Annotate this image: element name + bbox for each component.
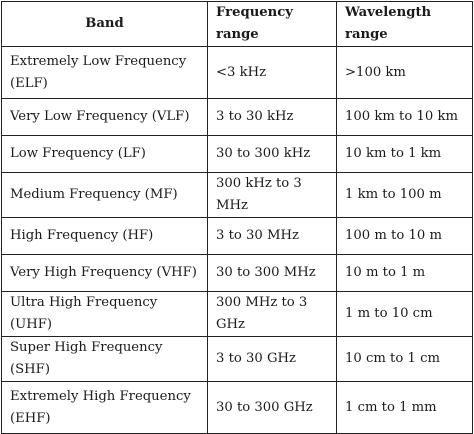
band-cell: High Frequency (HF) <box>1 217 208 255</box>
wavelength-cell: 10 cm to 1 cm <box>336 336 473 382</box>
table-row: Low Frequency (LF) 30 to 300 kHz 10 km t… <box>1 135 473 173</box>
band-cell: Low Frequency (LF) <box>1 135 208 173</box>
band-cell: Extremely High Frequency (EHF) <box>1 381 208 434</box>
table-row: Extremely High Frequency (EHF) 30 to 300… <box>1 381 473 434</box>
frequency-cell: 3 to 30 kHz <box>207 98 337 136</box>
band-cell: Very Low Frequency (VLF) <box>1 98 208 136</box>
wavelength-cell: 10 m to 1 m <box>336 254 473 292</box>
header-frequency-range: Frequency range <box>207 1 337 47</box>
table-row: Super High Frequency (SHF) 3 to 30 GHz 1… <box>1 336 473 382</box>
table-header: Band Frequency range Wavelength range <box>1 1 473 47</box>
frequency-cell: 30 to 300 kHz <box>207 135 337 173</box>
frequency-cell: 3 to 30 MHz <box>207 217 337 255</box>
table-body: Extremely Low Frequency (ELF) <3 kHz >10… <box>1 46 473 434</box>
band-cell: Super High Frequency (SHF) <box>1 336 208 382</box>
table-row: Very High Frequency (VHF) 30 to 300 MHz … <box>1 254 473 292</box>
wavelength-cell: >100 km <box>336 46 473 99</box>
frequency-cell: 30 to 300 MHz <box>207 254 337 292</box>
band-cell: Ultra High Frequency (UHF) <box>1 291 208 337</box>
band-cell: Medium Frequency (MF) <box>1 172 208 218</box>
band-cell: Extremely Low Frequency (ELF) <box>1 46 208 99</box>
frequency-cell: 30 to 300 GHz <box>207 381 337 434</box>
header-row: Band Frequency range Wavelength range <box>1 1 473 47</box>
frequency-cell: <3 kHz <box>207 46 337 99</box>
band-cell: Very High Frequency (VHF) <box>1 254 208 292</box>
wavelength-cell: 1 cm to 1 mm <box>336 381 473 434</box>
frequency-cell: 300 MHz to 3 GHz <box>207 291 337 337</box>
table-row: Ultra High Frequency (UHF) 300 MHz to 3 … <box>1 291 473 337</box>
wavelength-cell: 100 m to 10 m <box>336 217 473 255</box>
table-row: Extremely Low Frequency (ELF) <3 kHz >10… <box>1 46 473 99</box>
table-row: High Frequency (HF) 3 to 30 MHz 100 m to… <box>1 217 473 255</box>
header-band: Band <box>1 1 208 47</box>
frequency-cell: 300 kHz to 3 MHz <box>207 172 337 218</box>
wavelength-cell: 100 km to 10 km <box>336 98 473 136</box>
wavelength-cell: 10 km to 1 km <box>336 135 473 173</box>
table-row: Very Low Frequency (VLF) 3 to 30 kHz 100… <box>1 98 473 136</box>
frequency-cell: 3 to 30 GHz <box>207 336 337 382</box>
wavelength-cell: 1 km to 100 m <box>336 172 473 218</box>
header-wavelength-range: Wavelength range <box>336 1 473 47</box>
wavelength-cell: 1 m to 10 cm <box>336 291 473 337</box>
table-row: Medium Frequency (MF) 300 kHz to 3 MHz 1… <box>1 172 473 218</box>
